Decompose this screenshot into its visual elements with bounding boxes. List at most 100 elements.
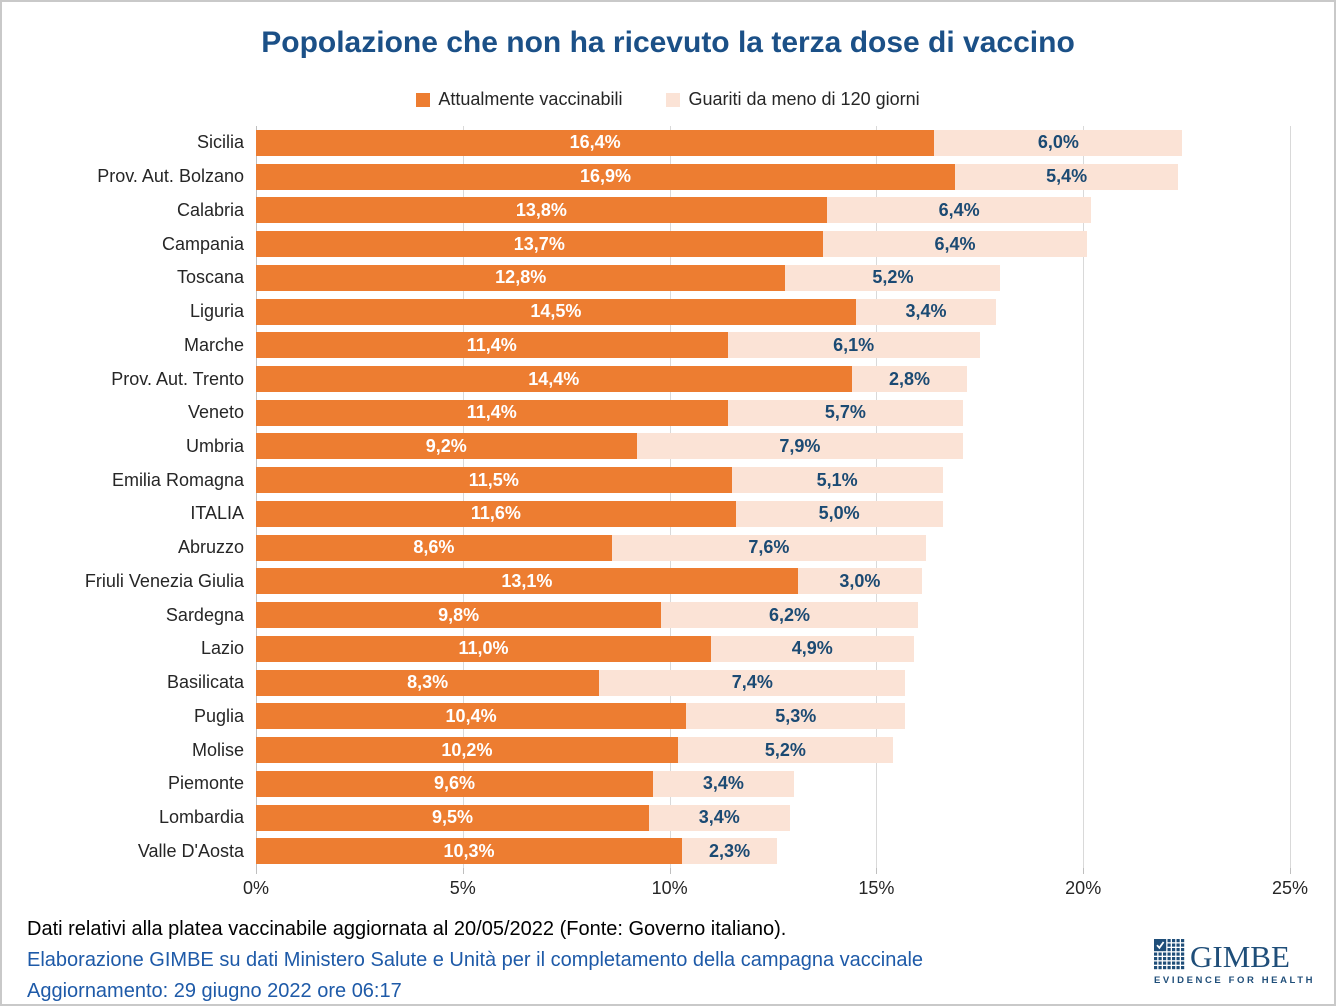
chart-row: ITALIA 11,6% 5,0% [2,497,1334,531]
bar-segment-guariti: 6,4% [822,231,1088,258]
footer-elaborazione-note: Elaborazione GIMBE su dati Ministero Sal… [27,949,924,971]
bar-segment-attualmente-vaccinabili: 11,5% [256,467,732,494]
bar-track: 12,8% 5,2% [256,264,1290,291]
gimbe-logo-check-box [1154,939,1167,952]
bar-track: 11,6% 5,0% [256,500,1290,527]
x-gridline [876,126,878,868]
bar-segment-guariti: 6,0% [934,129,1183,156]
bar-track: 11,4% 6,1% [256,332,1290,359]
grid-layer [256,126,1291,874]
category-label: Basilicata [166,672,244,693]
legend-label-guariti: Guariti da meno di 120 giorni [688,89,920,109]
chart-row: Sardegna 9,8% 6,2% [2,598,1334,632]
bar-segment-guariti: 3,0% [797,568,922,595]
gimbe-logo-check-icon [1156,941,1165,950]
bar-segment-guariti: 7,6% [611,534,927,561]
category-label: Abruzzo [177,537,244,558]
bar-segment-attualmente-vaccinabili: 13,8% [256,197,827,224]
x-tick [876,868,878,874]
bar-track: 14,4% 2,8% [256,366,1290,392]
footer-update-note: Aggiornamento: 29 giugno 2022 ore 06:17 [27,980,402,1002]
x-tick-label: 20% [1065,878,1102,898]
category-label: Prov. Aut. Bolzano [97,166,244,187]
category-label: Umbria [185,435,244,456]
category-label: Lombardia [158,807,244,828]
bar-segment-guariti: 3,4% [653,770,794,797]
bar-track: 16,4% 6,0% [256,129,1290,156]
legend-swatch-peach [666,92,681,107]
bar-segment-guariti: 5,7% [727,399,964,426]
bar-segment-guariti: 6,2% [661,602,918,629]
bar-segment-attualmente-vaccinabili: 13,1% [256,568,798,595]
chart-row: Emilia Romagna 11,5% 5,1% [2,463,1334,497]
bar-segment-attualmente-vaccinabili: 14,4% [256,366,852,392]
chart-row: Veneto 11,4% 5,7% [2,396,1334,430]
plot-area: Sicilia 16,4% 6,0% Prov. Aut. Bolzano 16,9% 5… [2,126,1334,874]
bar-segment-attualmente-vaccinabili: 16,4% [256,129,935,156]
bar-track: 10,4% 5,3% [256,703,1290,730]
gimbe-logo-dots [1154,939,1185,970]
bar-segment-attualmente-vaccinabili: 14,5% [256,298,856,325]
gimbe-logo-svg: GIMBE EVIDENCE FOR HEALTH [1154,939,1313,986]
bar-track: 11,5% 5,1% [256,467,1290,494]
bar-segment-attualmente-vaccinabili: 16,9% [256,163,955,190]
bar-segment-attualmente-vaccinabili: 11,4% [256,399,728,426]
legend-label-attualmente-vaccinabili: Attualmente vaccinabili [438,89,623,109]
bar-segment-guariti: 6,4% [826,197,1092,224]
x-tick [1290,868,1291,874]
category-label: Campania [161,233,244,254]
chart-row: Calabria 13,8% 6,4% [2,193,1334,227]
bar-track: 13,7% 6,4% [256,231,1290,258]
category-label: Marche [183,334,244,355]
bar-segment-guariti: 5,4% [954,163,1179,190]
chart-row: Umbria 9,2% 7,9% [2,430,1334,464]
category-label: Veneto [187,402,244,423]
chart-row: Puglia 10,4% 5,3% [2,699,1334,733]
x-tick-label: 15% [858,878,895,898]
x-gridline [669,126,671,868]
category-label: Toscana [176,267,244,288]
x-gridline [1290,126,1291,868]
chart-row: Basilicata 8,3% 7,4% [2,666,1334,700]
chart-row: Molise 10,2% 5,2% [2,733,1334,767]
category-label: Emilia Romagna [111,469,244,490]
bar-segment-guariti: 2,8% [851,366,968,392]
gimbe-logo-tagline: EVIDENCE FOR HEALTH [1154,975,1312,986]
legend: Attualmente vaccinabili Guariti da meno … [2,89,1334,110]
chart-row: Lazio 11,0% 4,9% [2,632,1334,666]
bar-segment-attualmente-vaccinabili: 9,2% [256,433,637,460]
legend-item-guariti: Guariti da meno di 120 giorni [666,89,920,110]
bar-segment-guariti: 5,1% [731,467,943,494]
chart-title: Popolazione che non ha ricevuto la terza… [261,26,1075,59]
category-label: Sicilia [196,132,244,153]
bar-segment-guariti: 6,1% [727,332,980,359]
category-label: Prov. Aut. Trento [111,368,244,389]
x-tick-label: 10% [651,878,688,898]
bar-segment-attualmente-vaccinabili: 9,8% [256,602,662,629]
x-tick [256,868,257,874]
bar-segment-guariti: 7,4% [599,669,906,696]
bar-track: 9,5% 3,4% [256,804,1290,831]
chart-row: Prov. Aut. Trento 14,4% 2,8% [2,362,1334,396]
category-label: Friuli Venezia Giulia [84,570,244,591]
bar-segment-guariti: 3,4% [855,298,997,325]
category-label: ITALIA [190,503,244,524]
chart-row: Campania 13,7% 6,4% [2,227,1334,261]
category-label: Valle D'Aosta [137,840,244,861]
legend-item-attualmente-vaccinabili: Attualmente vaccinabili [416,89,622,110]
bar-segment-guariti: 7,9% [636,433,964,460]
category-label: Calabria [176,199,244,220]
chart-row: Valle D'Aosta 10,3% 2,3% [2,834,1334,868]
x-tick-label: 25% [1271,878,1309,898]
bar-segment-attualmente-vaccinabili: 13,7% [256,231,823,258]
bar-track: 9,6% 3,4% [256,770,1290,797]
footer-source-note: Dati relativi alla platea vaccinabile ag… [27,918,787,940]
footer: Dati relativi alla platea vaccinabile ag… [27,914,924,1004]
y-axis-line [256,126,257,874]
x-tick [669,868,671,874]
bar-track: 14,5% 3,4% [256,298,1290,325]
bar-segment-attualmente-vaccinabili: 11,0% [256,635,711,662]
category-label: Molise [191,739,244,760]
x-tick-label: 5% [449,878,476,898]
